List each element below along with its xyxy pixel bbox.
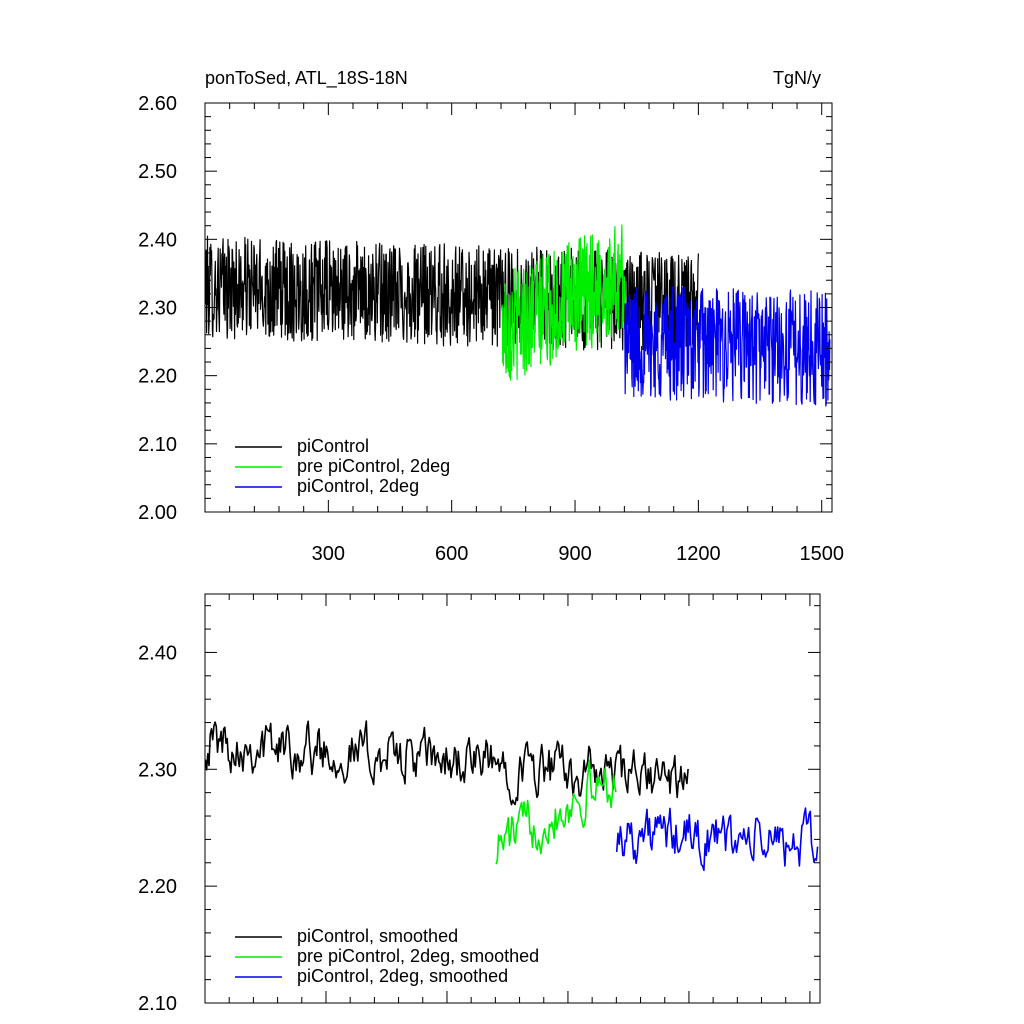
legend-label-3: piControl, 2deg: [297, 476, 419, 496]
x-tick-label: 600: [435, 543, 468, 565]
axes-bottom: 2.10 2.20 2.30 2.40: [138, 593, 821, 1015]
plot-area-top: [204, 224, 831, 407]
series-line-3: [624, 286, 831, 407]
x-tick-label: 900: [558, 543, 591, 565]
y-tick-label: 2.00: [138, 502, 177, 524]
y-tick-label: 2.40: [138, 229, 177, 251]
axes-top: 2.00 2.10 2.20 2.30 2.40 2.50 2.60 300 600 900 120…: [138, 93, 844, 565]
plot-area-bottom: [204, 720, 819, 872]
y-tick-label: 2.50: [138, 161, 177, 183]
chart-title-right: TgN/y: [773, 68, 821, 88]
series-line-2: [495, 759, 617, 865]
series-line-1: [204, 720, 689, 806]
legend-label-2: pre piControl, 2deg: [297, 456, 450, 476]
x-tick-label: 300: [312, 543, 345, 565]
series-line-3: [615, 807, 819, 872]
y-tick-label: 2.40: [138, 642, 177, 664]
legend-label-3: piControl, 2deg, smoothed: [297, 966, 508, 986]
y-tick-label: 2.10: [138, 993, 177, 1015]
series-line-2: [501, 224, 626, 381]
legend-label-1: piControl, smoothed: [297, 926, 458, 946]
panel-bottom: 2.10 2.20 2.30 2.40 piControl, smoothedpre …: [138, 593, 821, 1015]
y-tick-label: 2.30: [138, 759, 177, 781]
legend-label-2: pre piControl, 2deg, smoothed: [297, 946, 539, 966]
x-tick-label: 1500: [799, 543, 844, 565]
y-tick-label: 2.10: [138, 434, 177, 456]
y-tick-label: 2.60: [138, 93, 177, 115]
y-tick-label: 2.20: [138, 876, 177, 898]
panel-top: ponToSed, ATL_18S-18N TgN/y 2.00 2.10 2.20…: [138, 68, 844, 565]
chart-title-left: ponToSed, ATL_18S-18N: [205, 68, 408, 89]
x-tick-label: 1200: [676, 543, 721, 565]
y-tick-label: 2.30: [138, 298, 177, 320]
y-tick-label: 2.20: [138, 366, 177, 388]
legend-label-1: piControl: [297, 436, 369, 456]
plot-frame: [204, 593, 821, 1004]
